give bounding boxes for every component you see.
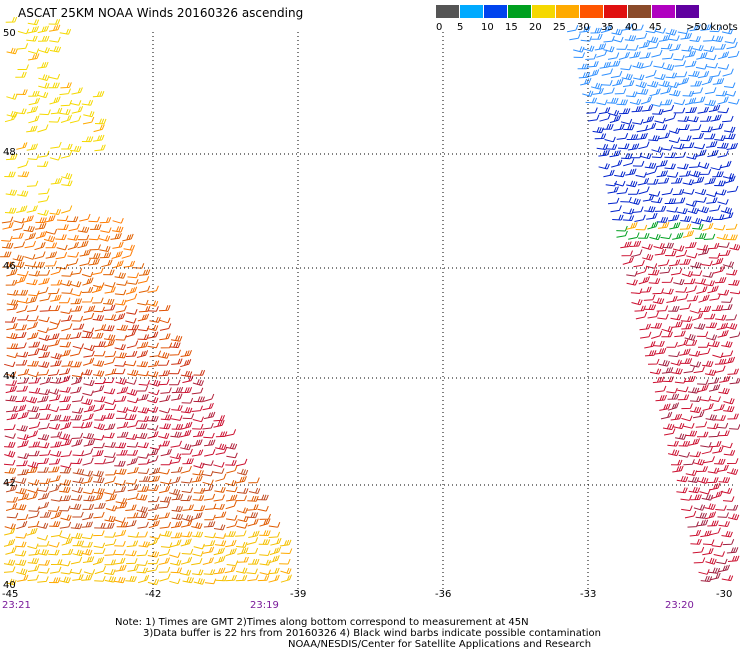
legend-label-10: >50 knots <box>686 22 738 33</box>
lat-label-40: 40 <box>3 580 16 591</box>
legend-label-3: 15 <box>505 22 518 33</box>
pass-time-middle: 23:19 <box>250 600 279 611</box>
lon-label-minus39: -39 <box>290 589 307 600</box>
legend-swatch-7 <box>604 5 627 18</box>
lat-label-50: 50 <box>3 28 16 39</box>
lat-label-44: 44 <box>3 371 16 382</box>
legend-label-5: 25 <box>553 22 566 33</box>
map-title: ASCAT 25KM NOAA Winds 20160326 ascending <box>18 6 304 20</box>
wind-speed-legend: 0 5 10 15 20 25 30 35 40 45 >50 knots <box>436 4 738 38</box>
lat-label-46: 46 <box>3 261 16 272</box>
legend-swatch-0 <box>436 5 459 18</box>
legend-swatch-5 <box>556 5 579 18</box>
legend-swatch-10 <box>676 5 699 18</box>
lat-label-48: 48 <box>3 147 16 158</box>
legend-swatch-1 <box>460 5 483 18</box>
lon-label-minus33: -33 <box>580 589 597 600</box>
legend-swatch-6 <box>580 5 603 18</box>
legend-label-6: 30 <box>577 22 590 33</box>
legend-label-1: 5 <box>457 22 464 33</box>
lat-label-42: 42 <box>3 478 16 489</box>
legend-label-4: 20 <box>529 22 542 33</box>
note-line-1: Note: 1) Times are GMT 2)Times along bot… <box>115 617 529 628</box>
legend-label-0: 0 <box>436 22 443 33</box>
lon-label-minus30: -30 <box>716 589 733 600</box>
note-line-2: 3)Data buffer is 22 hrs from 20160326 4)… <box>143 628 601 639</box>
legend-swatch-3 <box>508 5 531 18</box>
legend-label-7: 35 <box>601 22 614 33</box>
pass-time-right: 23:20 <box>665 600 694 611</box>
lat-lon-grid <box>8 32 734 590</box>
legend-label-8: 40 <box>625 22 638 33</box>
legend-swatch-2 <box>484 5 507 18</box>
lon-label-minus36: -36 <box>435 589 452 600</box>
legend-swatch-8 <box>628 5 651 18</box>
lon-label-minus45: -45 <box>2 589 19 600</box>
lon-label-minus42: -42 <box>145 589 162 600</box>
note-line-3: NOAA/NESDIS/Center for Satellite Applica… <box>288 639 592 650</box>
wind-barbs <box>0 16 740 586</box>
legend-swatch-4 <box>532 5 555 18</box>
legend-swatch-9 <box>652 5 675 18</box>
pass-time-left: 23:21 <box>2 600 31 611</box>
legend-label-9: 45 <box>649 22 662 33</box>
legend-label-2: 10 <box>481 22 494 33</box>
